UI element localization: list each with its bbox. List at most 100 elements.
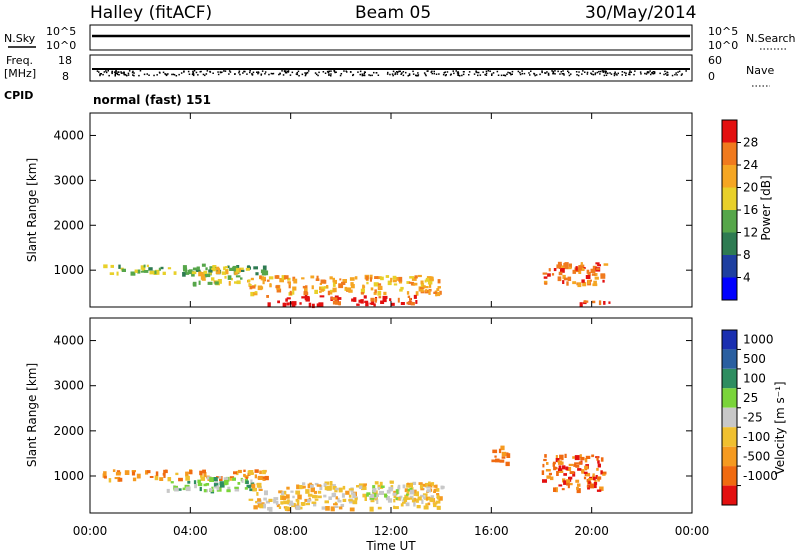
nave-dot — [616, 74, 618, 76]
heatmap-cell — [118, 264, 121, 269]
heatmap-cell — [360, 288, 365, 294]
heatmap-cell — [499, 459, 505, 463]
heatmap-cell — [572, 456, 575, 459]
heatmap-cell — [595, 262, 600, 265]
heatmap-cell — [309, 484, 314, 488]
nave-dot — [630, 71, 632, 73]
heatmap-cell — [597, 463, 601, 468]
nave-dot — [500, 74, 503, 77]
heatmap-cell — [428, 284, 432, 288]
heatmap-cell — [415, 491, 419, 497]
heatmap-cell — [370, 287, 374, 291]
heatmap-cell — [286, 302, 290, 306]
heatmap-cell — [183, 267, 188, 272]
nave-dot — [386, 73, 389, 75]
nave-dot — [328, 73, 330, 75]
heatmap-cell — [425, 494, 428, 498]
heatmap-cell — [415, 291, 419, 296]
heatmap-cell — [281, 275, 286, 280]
colorbar-band — [722, 120, 737, 143]
heatmap-cell — [259, 275, 262, 279]
heatmap-cell — [592, 484, 597, 489]
heatmap-cell — [212, 265, 217, 270]
heatmap-cell — [412, 489, 417, 494]
heatmap-cell — [334, 279, 337, 284]
heatmap-cell — [256, 482, 262, 488]
heatmap-cell — [400, 503, 404, 507]
nave-dot — [444, 71, 446, 73]
nave-dot — [114, 75, 116, 77]
heatmap-cell — [592, 265, 597, 271]
nave-dot — [261, 70, 264, 72]
heatmap-cell — [160, 266, 164, 270]
heatmap-cell — [261, 476, 266, 479]
nave-dot — [307, 70, 310, 72]
heatmap-cell — [597, 264, 601, 267]
nave-dot — [582, 70, 584, 72]
nave-dot — [646, 71, 649, 73]
colorbar-tick-label: 24 — [743, 158, 758, 172]
heatmap-cell — [211, 277, 215, 281]
nave-dot — [165, 74, 168, 77]
heatmap-cell — [249, 286, 253, 290]
heatmap-cell — [373, 303, 376, 307]
nave-dot — [257, 72, 259, 75]
heatmap-cell — [546, 475, 551, 479]
heatmap-cell — [305, 285, 308, 290]
heatmap-cell — [243, 473, 246, 477]
heatmap-cell — [332, 287, 337, 293]
heatmap-cell — [350, 282, 354, 286]
heatmap-cell — [330, 506, 335, 512]
heatmap-cell — [577, 282, 582, 288]
nave-dot — [676, 74, 678, 76]
colorbar-tick-label: -100 — [743, 430, 770, 444]
heatmap-cell — [284, 275, 289, 280]
nave-dot — [132, 74, 134, 76]
heatmap-cell — [134, 269, 138, 273]
heatmap-cell — [116, 471, 122, 474]
heatmap-cell — [320, 279, 326, 284]
nave-dot — [217, 73, 220, 76]
heatmap-cell — [369, 277, 372, 282]
heatmap-cell — [345, 490, 350, 495]
heatmap-cell — [430, 488, 433, 492]
heatmap-cell — [204, 472, 207, 477]
heatmap-cell — [224, 266, 228, 269]
heatmap-cell — [369, 497, 375, 500]
heatmap-cell — [211, 486, 214, 489]
heatmap-cell — [216, 476, 221, 479]
freq-tick-top: 18 — [58, 54, 72, 67]
nave-dot — [546, 71, 548, 73]
heatmap-cell — [289, 301, 293, 305]
heatmap-cell — [197, 482, 203, 487]
heatmap-cell — [167, 267, 172, 270]
heatmap-cell — [259, 504, 264, 509]
heatmap-cell — [232, 266, 237, 270]
nave-dot — [146, 73, 148, 75]
heatmap-cell — [599, 486, 604, 491]
nave-dot — [392, 70, 395, 73]
heatmap-cell — [236, 280, 241, 285]
heatmap-cell — [551, 273, 555, 276]
heatmap-cell — [420, 494, 425, 498]
heatmap-cell — [342, 485, 346, 490]
nave-dot — [118, 74, 120, 76]
heatmap-cell — [608, 301, 611, 304]
nave-dot — [547, 73, 550, 76]
heatmap-cell — [406, 301, 411, 305]
heatmap-cell — [431, 482, 435, 486]
nave-dot — [297, 70, 300, 73]
nave-dot — [408, 73, 411, 75]
heatmap-cell — [296, 484, 300, 490]
nave-dot — [653, 71, 656, 73]
heatmap-cell — [382, 295, 388, 299]
nave-dot — [187, 70, 190, 73]
heatmap-cell — [564, 264, 569, 270]
heatmap-cell — [304, 296, 310, 301]
freq-unit-label: [MHz] — [4, 67, 36, 80]
heatmap-cell — [311, 303, 315, 309]
heatmap-cell — [246, 484, 251, 489]
nave-dot — [633, 73, 635, 76]
heatmap-cell — [309, 482, 313, 486]
heatmap-cell — [427, 502, 431, 506]
